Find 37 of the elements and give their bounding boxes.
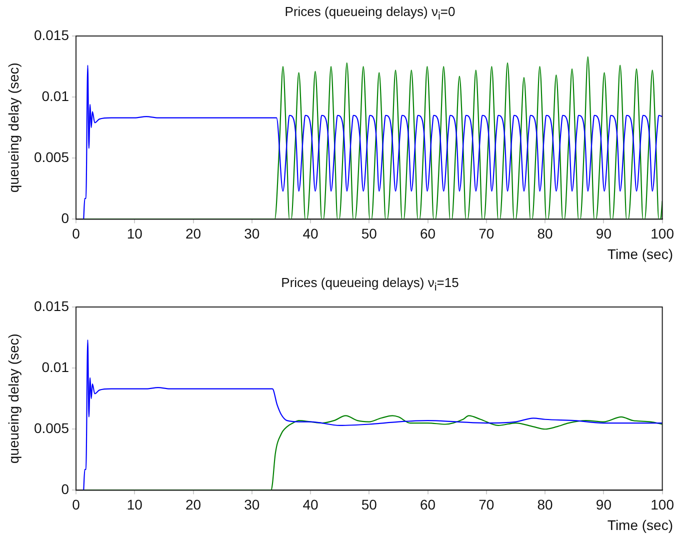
y-tick-label: 0.005 [34,148,70,165]
x-axis-title: Time (sec) [607,246,673,262]
y-tick-label: 0.01 [42,88,70,104]
y-tick-label: 0.015 [34,26,70,43]
y-tick-label: 0.01 [42,358,70,375]
x-tick-label: 100 [650,225,674,242]
x-tick-label: 80 [537,496,554,512]
line-series [83,339,662,490]
x-tick-label: 90 [596,225,612,242]
y-tick-label: 0 [61,210,70,226]
x-tick-label: 10 [126,225,143,242]
y-tick-label: 0.005 [34,420,70,436]
x-tick-label: 20 [185,496,202,512]
x-tick-label: 70 [478,225,494,242]
x-tick-label: 60 [420,225,436,242]
x-tick-label: 50 [361,496,378,512]
chart-title: Prices (queueing delays) ν$_{i}$=15 [280,275,460,294]
x-tick-label: 100 [650,496,674,512]
x-tick-label: 0 [72,496,80,512]
x-tick-label: 90 [596,496,612,512]
x-tick-label: 80 [537,225,554,242]
y-axis-title: queueing delay (sec) [5,334,22,464]
x-tick-label: 50 [361,225,378,242]
y-axis-title: queueing delay (sec) [5,62,22,193]
y-tick-label: 0.015 [34,298,70,314]
x-tick-label: 40 [302,225,319,242]
x-tick-label: 30 [244,496,260,512]
x-tick-label: 40 [302,496,319,512]
x-tick-label: 20 [185,225,202,242]
chart-title: Prices (queueing delays) ν$_{i}$=0 [284,4,456,23]
x-axis-title: Time (sec) [607,517,673,533]
x-tick-label: 10 [126,496,143,512]
x-tick-label: 60 [420,496,436,512]
x-tick-label: 0 [72,225,80,242]
x-tick-label: 30 [244,225,260,242]
x-tick-label: 70 [478,496,494,512]
y-tick-label: 0 [61,481,70,498]
